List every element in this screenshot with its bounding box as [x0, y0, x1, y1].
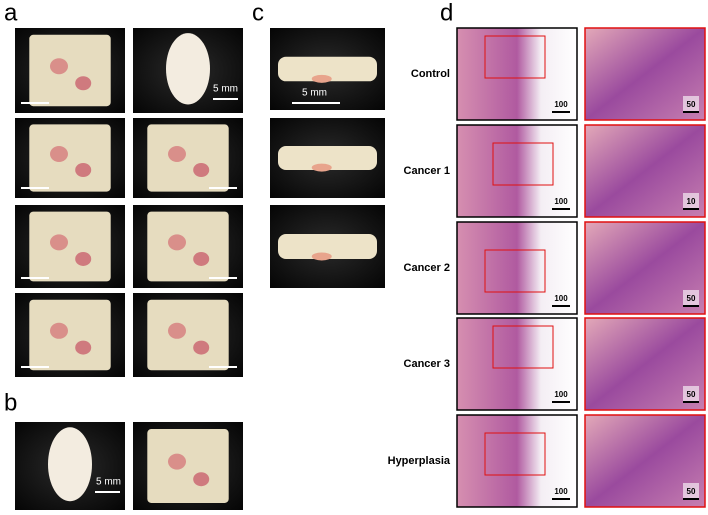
tissue: [278, 234, 377, 259]
tissue: [278, 56, 377, 82]
tissue: [147, 211, 229, 282]
scale-label-bg: [683, 193, 699, 209]
tissue-spot: [311, 163, 332, 172]
scale-label: 100: [554, 294, 568, 303]
tissue: [29, 211, 111, 282]
row-label: Cancer 3: [404, 358, 450, 370]
tissue-spot: [75, 76, 92, 91]
inset-box: [492, 325, 554, 369]
scale-label: 50: [687, 390, 696, 399]
tissue-spot: [50, 322, 68, 339]
tissue-spot: [168, 453, 186, 470]
scale-label: 5 mm: [96, 477, 121, 488]
scale-label: 50: [687, 487, 696, 496]
scale-label: 50: [687, 100, 696, 109]
inset-box: [484, 432, 546, 476]
histology-image: [456, 317, 578, 411]
tissue-spot: [193, 251, 210, 266]
row-label: Hyperplasia: [388, 455, 451, 467]
scale-label: 100: [554, 487, 568, 496]
tissue-spot: [50, 58, 68, 75]
tissue-spot: [75, 163, 92, 177]
tissue: [278, 146, 377, 170]
scale-label-bg: [683, 290, 699, 306]
inset-box: [484, 35, 546, 79]
tissue-spot: [168, 234, 186, 251]
tissue: [147, 429, 229, 503]
tissue-spot: [193, 472, 210, 487]
inset-box: [484, 249, 546, 293]
scale-label: 10: [687, 197, 696, 206]
row-label: Control: [411, 68, 450, 80]
tissue-spot: [311, 74, 332, 83]
scale-label: 5 mm: [302, 88, 327, 99]
tissue-spot: [168, 146, 186, 162]
scale-label-bg: [683, 483, 699, 499]
histology-image: [456, 221, 578, 315]
scale-label: 5 mm: [213, 84, 238, 95]
tissue: [48, 427, 92, 502]
row-label: Cancer 2: [404, 262, 450, 274]
tissue-spot: [50, 234, 68, 251]
tissue: [147, 124, 229, 192]
scale-label-bg: [683, 96, 699, 112]
scale-label: 100: [554, 390, 568, 399]
tissue-spot: [193, 163, 210, 177]
tissue-spot: [311, 252, 332, 261]
panel-letter: d: [440, 0, 453, 26]
inset-box: [492, 142, 554, 186]
histology-image: [456, 414, 578, 508]
tissue: [29, 299, 111, 371]
panel-letter: b: [4, 389, 17, 416]
scale-label: 100: [554, 100, 568, 109]
scale-label: 100: [554, 197, 568, 206]
panel-letter: a: [4, 0, 18, 26]
tissue: [166, 33, 210, 105]
tissue-spot: [75, 251, 92, 266]
scale-label-bg: [683, 386, 699, 402]
histology-image: [456, 27, 578, 121]
panel-letter: c: [252, 0, 264, 26]
row-label: Cancer 1: [404, 165, 450, 177]
tissue: [29, 124, 111, 192]
tissue-spot: [193, 340, 210, 355]
scale-label: 50: [687, 294, 696, 303]
tissue: [147, 299, 229, 371]
histology-image: [456, 124, 578, 218]
tissue-spot: [50, 146, 68, 162]
tissue-spot: [75, 340, 92, 355]
tissue-spot: [168, 322, 186, 339]
tissue: [29, 34, 111, 107]
